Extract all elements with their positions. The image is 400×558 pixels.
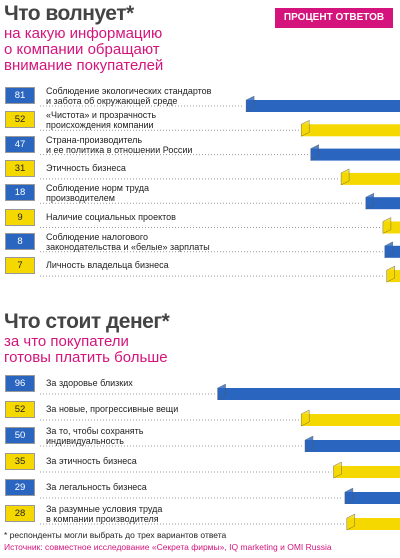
badge: ПРОЦЕНТ ОТВЕТОВ (275, 8, 393, 28)
value-label: 50 (5, 427, 35, 444)
chart-subtitle: на какую информацию о компании обращают … (4, 25, 164, 74)
chart-title: Что стоит денег* (4, 310, 170, 333)
bar-fold (217, 383, 226, 401)
category-label: Этичность бизнеса (46, 162, 126, 173)
bar (344, 492, 400, 504)
bar (346, 518, 400, 530)
source: Источник: совместное исследование «Секре… (4, 542, 332, 552)
category-label: Соблюдение норм труда производителем (46, 183, 149, 204)
bar-fold (346, 513, 356, 531)
bar-fold (310, 144, 319, 162)
value-label: 31 (5, 159, 35, 177)
bar-fold (245, 95, 255, 113)
bar (310, 148, 400, 161)
bar-fold (384, 241, 394, 259)
bar-fold (365, 192, 375, 210)
bar-fold (386, 265, 395, 283)
category-label: За новые, прогрессивные вещи (46, 404, 179, 414)
bar-fold (304, 435, 314, 453)
bar (305, 440, 400, 452)
chart-subtitle: за что покупатели готовы платить больше (4, 333, 168, 366)
chart-title: Что волнует* (4, 2, 134, 25)
footnote: * респонденты могли выбрать до трех вари… (4, 530, 227, 540)
value-label: 8 (5, 232, 35, 250)
bar (341, 172, 400, 185)
value-label: 52 (5, 111, 35, 129)
category-label: Соблюдение налогового законодательства и… (46, 231, 210, 252)
value-label: 81 (5, 87, 35, 104)
value-label: 18 (5, 184, 35, 202)
value-label: 9 (5, 208, 35, 226)
bar-fold (333, 461, 342, 479)
category-label: За разумные условия труда в компании про… (46, 504, 163, 524)
value-label: 96 (5, 375, 35, 392)
bar (246, 100, 400, 112)
category-label: Наличие социальных проектов (46, 211, 176, 222)
category-label: За этичность бизнеса (46, 456, 137, 466)
bar-fold (300, 119, 310, 137)
value-label: 52 (5, 401, 35, 418)
bar (301, 414, 400, 426)
bar (301, 124, 400, 137)
bar (333, 466, 400, 478)
category-label: «Чистота» и прозрачность происхождения к… (46, 110, 157, 131)
bar (365, 197, 400, 210)
category-label: За легальность бизнеса (46, 482, 147, 492)
bar-fold (340, 168, 350, 186)
value-label: 29 (5, 479, 35, 496)
category-label: Личность владельца бизнеса (46, 260, 169, 271)
value-label: 28 (5, 505, 35, 522)
value-label: 35 (5, 453, 35, 470)
category-label: Соблюдение экологических стандартов и за… (46, 86, 212, 106)
category-label: За здоровье близких (46, 378, 133, 388)
category-label: За то, чтобы сохранять индивидуальность (46, 426, 144, 446)
value-label: 47 (5, 135, 35, 153)
bar-fold (300, 409, 310, 427)
value-label: 7 (5, 257, 35, 275)
bar (217, 388, 400, 400)
bar-fold (344, 487, 354, 505)
category-label: Страна-производитель и ее политика в отн… (46, 134, 193, 155)
bar-fold (382, 217, 392, 234)
